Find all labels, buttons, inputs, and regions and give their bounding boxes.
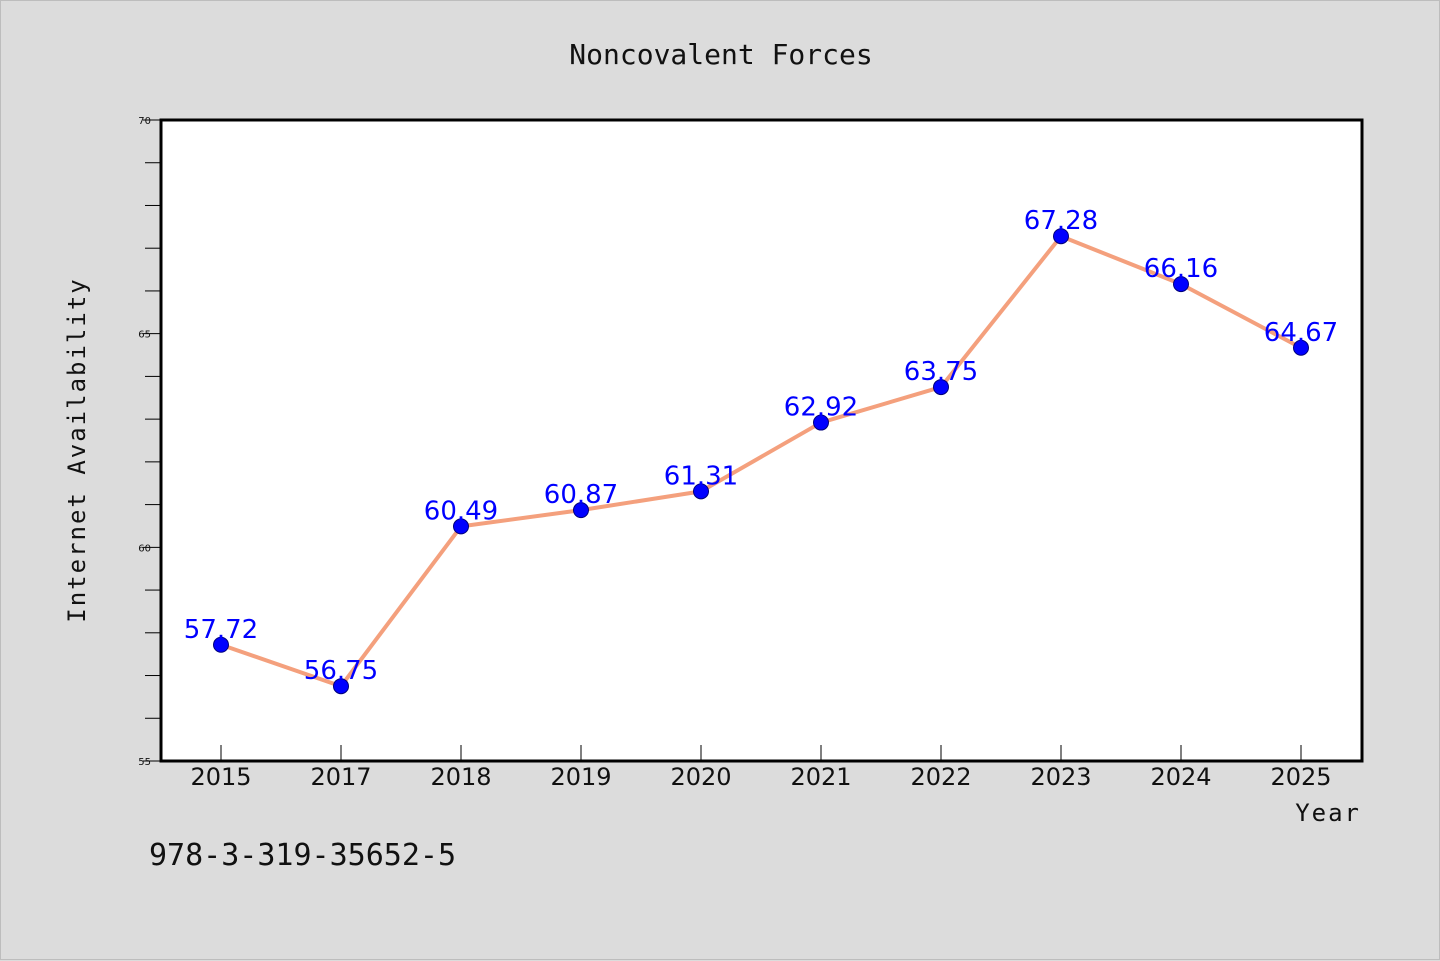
y-tick-label: 65: [138, 330, 151, 341]
isbn-text: 978-3-319-35652-5: [149, 838, 456, 873]
x-tick-label: 2018: [430, 763, 491, 791]
y-tick-label: 60: [138, 543, 151, 554]
y-axis-label: Internet Availability: [63, 277, 91, 622]
x-tick-label: 2025: [1270, 763, 1331, 791]
series-layer: [213, 228, 1309, 695]
x-tick-label: 2023: [1030, 763, 1091, 791]
data-point: [1293, 339, 1309, 356]
data-label: 66.16: [1144, 254, 1218, 284]
x-tick-label: 2019: [550, 763, 611, 791]
x-axis-ticks: 2015 2017 2018 2019 2020 2021 2022 2023 2024 2025: [190, 745, 1332, 791]
data-point: [693, 483, 709, 500]
chart-title: Noncovalent Forces: [569, 38, 872, 71]
data-point: [933, 379, 949, 396]
x-tick-label: 2024: [1150, 763, 1211, 791]
data-label: 61.31: [664, 461, 738, 491]
data-point: [1173, 276, 1189, 293]
data-point: [333, 678, 349, 695]
y-tick-label: 55: [138, 757, 151, 768]
x-tick-label: 2017: [310, 763, 371, 791]
data-label: 60.49: [424, 496, 498, 526]
y-axis-ticks: 55 60 65 70: [138, 116, 161, 768]
data-label: 63.75: [904, 357, 978, 387]
plot-area: [159, 118, 1364, 763]
data-label: 60.87: [544, 480, 618, 510]
x-axis-label: Year: [1295, 799, 1361, 827]
data-label: 56.75: [304, 656, 378, 686]
data-point: [573, 502, 589, 519]
data-point: [213, 636, 229, 653]
x-tick-label: 2015: [190, 763, 251, 791]
data-point: [1053, 228, 1069, 245]
data-label: 62.92: [784, 393, 858, 423]
data-labels: 57.72 56.75 60.49 60.87 61.31 62.92 63.75 67.28…: [184, 206, 1338, 686]
data-point: [813, 414, 829, 431]
x-tick-label: 2021: [790, 763, 851, 791]
y-tick-label: 70: [138, 116, 151, 127]
x-tick-label: 2022: [910, 763, 971, 791]
series-line: [219, 234, 1303, 689]
data-label: 67.28: [1024, 206, 1098, 236]
data-label: 57.72: [184, 615, 258, 645]
x-tick-label: 2020: [670, 763, 731, 791]
data-point: [453, 518, 469, 535]
data-label: 64.67: [1264, 318, 1338, 348]
